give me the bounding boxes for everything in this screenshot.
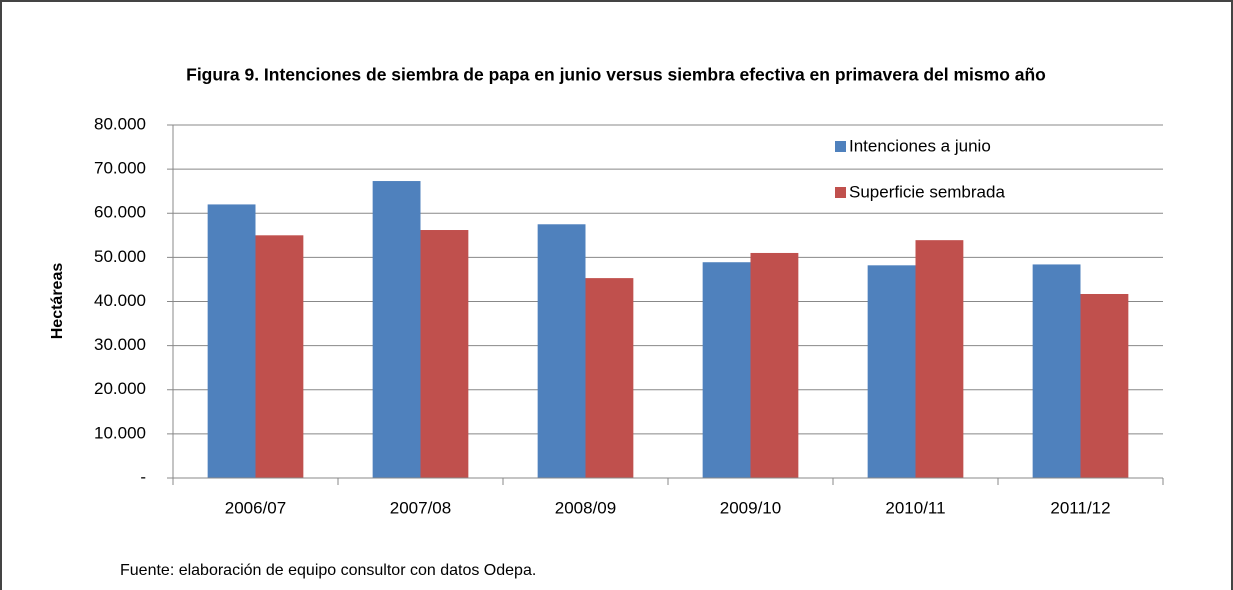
bar <box>867 265 916 478</box>
source-note: Fuente: elaboración de equipo consultor … <box>120 562 536 579</box>
bar <box>255 235 304 478</box>
x-tick-label: 2009/10 <box>720 498 781 517</box>
bar <box>1032 264 1081 478</box>
bar <box>420 230 469 478</box>
y-tick-label: 60.000 <box>94 203 146 222</box>
bar <box>1080 293 1129 478</box>
legend-swatch <box>835 141 846 152</box>
x-tick-label: 2011/12 <box>1050 498 1110 517</box>
chart-title: Figura 9. Intenciones de siembra de papa… <box>186 65 1046 85</box>
y-tick-label: 40.000 <box>94 291 146 310</box>
y-tick-label: 70.000 <box>94 159 146 178</box>
bar <box>207 204 256 479</box>
bar <box>537 224 586 478</box>
x-tick-label: 2007/08 <box>390 498 451 517</box>
y-tick-label: - <box>140 467 146 486</box>
x-tick-label: 2006/07 <box>225 498 286 517</box>
y-tick-label: 30.000 <box>94 335 146 354</box>
y-tick-label: 20.000 <box>94 379 146 398</box>
bar <box>702 262 751 478</box>
x-tick-label: 2008/09 <box>555 498 616 517</box>
legend-swatch <box>835 187 846 198</box>
bar <box>915 240 964 478</box>
bar <box>750 252 799 478</box>
bar <box>372 181 421 478</box>
y-tick-label: 80.000 <box>94 114 146 133</box>
y-axis-label: Hectáreas <box>49 263 66 340</box>
legend-label: Intenciones a junio <box>849 136 991 155</box>
legend-label: Superficie sembrada <box>849 182 1005 201</box>
x-tick-label: 2010/11 <box>885 498 945 517</box>
y-tick-label: 10.000 <box>94 423 146 442</box>
bar <box>585 278 634 478</box>
y-tick-label: 50.000 <box>94 247 146 266</box>
